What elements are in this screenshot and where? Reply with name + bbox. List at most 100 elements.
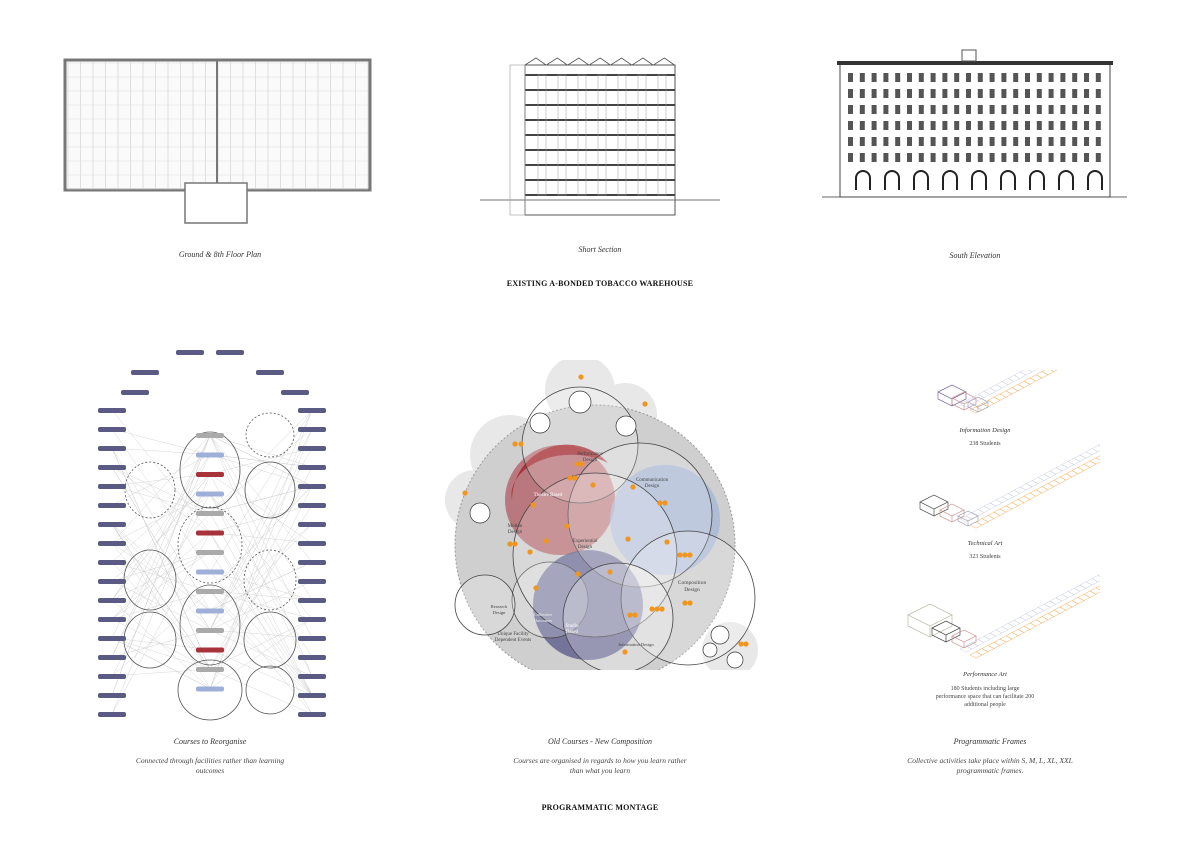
network-link bbox=[209, 504, 313, 533]
facade-window bbox=[1048, 105, 1054, 114]
room-block bbox=[951, 391, 977, 411]
student-dot bbox=[687, 552, 693, 558]
student-dot bbox=[642, 401, 648, 407]
label-performance-design: Performance Design bbox=[577, 452, 603, 463]
facade-window bbox=[1036, 105, 1042, 114]
cornice bbox=[837, 61, 1113, 65]
facade-window bbox=[883, 105, 889, 114]
facade-window bbox=[1095, 73, 1101, 82]
facade-window bbox=[989, 137, 995, 146]
course-node bbox=[98, 655, 126, 660]
window-column bbox=[617, 74, 627, 196]
network-link bbox=[111, 561, 211, 670]
arched-opening bbox=[1029, 170, 1045, 190]
student-seat bbox=[1065, 470, 1079, 478]
facade-window bbox=[918, 153, 924, 162]
network-link bbox=[209, 668, 313, 715]
student-dot bbox=[579, 461, 585, 467]
course-node bbox=[298, 655, 326, 660]
workspace-frame bbox=[1001, 623, 1015, 631]
course-node bbox=[298, 427, 326, 432]
student-seat bbox=[1059, 473, 1073, 481]
student-seat bbox=[1047, 479, 1061, 487]
workspace-frame bbox=[1061, 461, 1075, 469]
student-seat bbox=[981, 645, 995, 653]
network-link bbox=[209, 454, 313, 487]
facility-node bbox=[196, 608, 224, 614]
frame-technical-art-detail: 323 Students bbox=[969, 554, 1001, 560]
facade-window bbox=[954, 105, 960, 114]
student-dot bbox=[682, 552, 688, 558]
communication-zone bbox=[610, 465, 720, 575]
network-link bbox=[111, 473, 211, 601]
facade-window bbox=[1036, 153, 1042, 162]
student-seat bbox=[1029, 489, 1043, 497]
information-design-circle bbox=[562, 562, 674, 670]
facade-window bbox=[871, 73, 877, 82]
course-circle bbox=[512, 472, 678, 638]
workspace-frame bbox=[1025, 610, 1039, 618]
window-column bbox=[657, 74, 667, 196]
facade-window bbox=[966, 73, 971, 82]
facade-window bbox=[1095, 153, 1101, 162]
workspace-frame bbox=[1001, 493, 1015, 501]
student-seat bbox=[1017, 495, 1031, 503]
facade-window bbox=[1001, 105, 1007, 114]
course-node bbox=[98, 446, 126, 451]
network-link bbox=[111, 454, 211, 601]
theatre-based-zone bbox=[505, 445, 615, 555]
network-link bbox=[111, 551, 211, 582]
network-link bbox=[209, 434, 313, 677]
student-seat bbox=[1047, 609, 1061, 617]
facility-node bbox=[196, 589, 224, 594]
facade-window bbox=[895, 121, 901, 130]
student-seat bbox=[993, 508, 1007, 516]
course-node bbox=[216, 350, 244, 355]
network-link bbox=[209, 493, 313, 696]
student-dot bbox=[575, 571, 581, 577]
facade-window bbox=[977, 105, 983, 114]
workspace-frame bbox=[971, 394, 985, 402]
course-node bbox=[176, 350, 204, 355]
facility-node bbox=[196, 667, 224, 672]
student-dot bbox=[527, 549, 533, 555]
facade-window bbox=[871, 105, 877, 114]
facade-window bbox=[954, 137, 960, 146]
workspace-frame bbox=[1043, 470, 1057, 478]
facade-window bbox=[966, 105, 971, 114]
window-column bbox=[637, 74, 647, 196]
network-link bbox=[209, 618, 313, 689]
course-node bbox=[98, 408, 126, 413]
workspace-frame bbox=[983, 632, 997, 640]
facade-window bbox=[918, 105, 924, 114]
facade-window bbox=[1013, 105, 1019, 114]
facility-cluster bbox=[243, 611, 297, 669]
facade-window bbox=[954, 121, 960, 130]
student-seat bbox=[1041, 613, 1055, 621]
workspace-frame bbox=[1007, 374, 1021, 382]
student-seat bbox=[1023, 492, 1037, 500]
network-link bbox=[209, 473, 313, 544]
network-link bbox=[111, 523, 211, 670]
facade-window bbox=[1072, 137, 1078, 146]
course-node bbox=[131, 370, 159, 375]
label-motion-design: Motion Design bbox=[507, 524, 523, 535]
network-link bbox=[111, 637, 211, 689]
network-link bbox=[209, 649, 313, 696]
course-node bbox=[98, 712, 126, 717]
facade-window bbox=[930, 153, 936, 162]
course-node bbox=[256, 370, 284, 375]
facade-window bbox=[1013, 137, 1019, 146]
network-link bbox=[209, 590, 313, 696]
arched-opening bbox=[971, 170, 987, 190]
facade-window bbox=[918, 73, 924, 82]
workspace-frame bbox=[1091, 575, 1100, 583]
facade-window bbox=[1060, 89, 1066, 98]
student-seat bbox=[1077, 593, 1091, 601]
network-link bbox=[111, 485, 211, 514]
student-seat bbox=[1011, 629, 1025, 637]
network-link bbox=[111, 629, 211, 658]
facade-window bbox=[1084, 89, 1089, 98]
course-node bbox=[298, 693, 326, 698]
facade-window bbox=[859, 89, 865, 98]
